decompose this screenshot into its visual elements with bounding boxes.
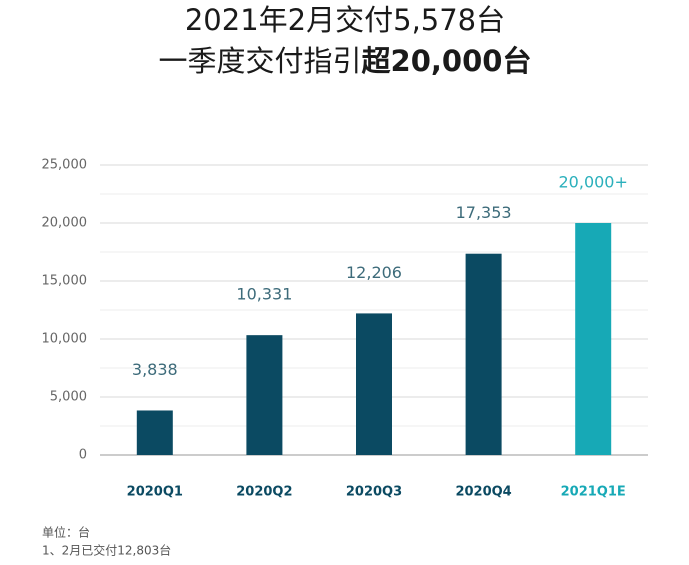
subtitle-bold: 超20,000台 [362, 44, 532, 78]
note: 单位：台 [42, 525, 90, 540]
value-label: 17,353 [456, 203, 512, 222]
bar [136, 410, 173, 455]
bar [465, 253, 502, 455]
x-tick-label: 2020Q4 [455, 485, 511, 500]
y-tick-label: 10,000 [42, 332, 88, 347]
x-tick-label: 2021Q1E [561, 485, 626, 500]
y-tick-label: 15,000 [42, 274, 88, 289]
y-tick-label: 0 [79, 448, 87, 463]
chart-title: 2021年2月交付5,578台 [185, 3, 505, 37]
x-tick-label: 2020Q2 [236, 485, 292, 500]
x-tick-label: 2020Q1 [127, 485, 183, 500]
value-label: 3,838 [132, 360, 178, 379]
bar [356, 313, 392, 455]
value-label: 12,206 [346, 263, 402, 282]
bar [246, 335, 283, 455]
chart-subtitle: 一季度交付指引超20,000台 [159, 44, 532, 78]
x-tick-label: 2020Q3 [346, 485, 402, 500]
note: 1、2月已交付12,803台 [42, 543, 171, 558]
value-label: 10,331 [236, 285, 292, 304]
y-tick-label: 20,000 [42, 216, 88, 231]
subtitle-text: 一季度交付指引 [159, 44, 362, 78]
bar [575, 223, 612, 455]
y-tick-label: 5,000 [50, 390, 87, 405]
value-label: 20,000+ [559, 173, 628, 192]
y-tick-label: 25,000 [42, 158, 88, 173]
